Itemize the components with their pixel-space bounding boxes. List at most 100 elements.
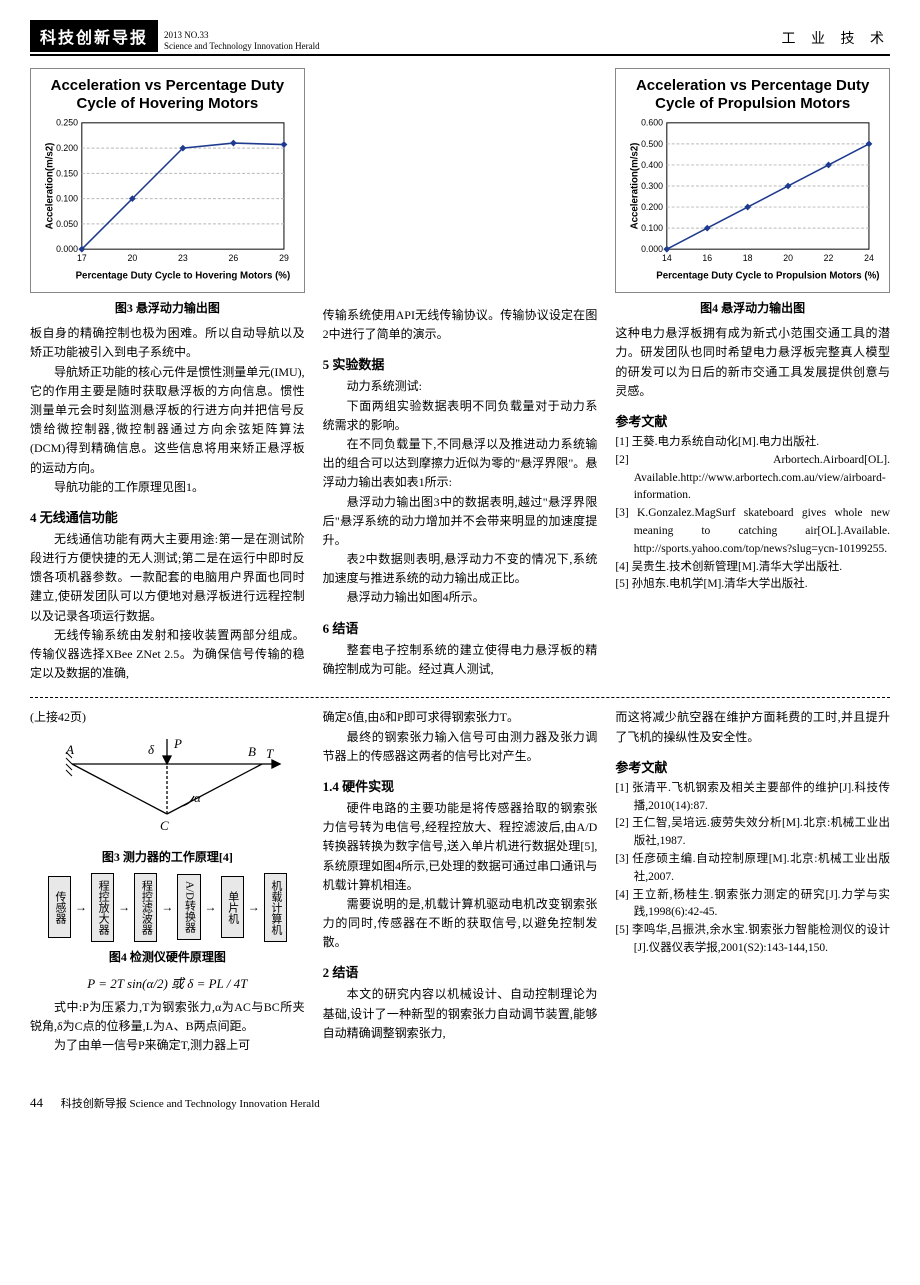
column-3: Acceleration vs Percentage Duty Cycle of… xyxy=(615,68,890,683)
sec-2-heading: 2 结语 xyxy=(323,962,598,981)
svg-text:0.050: 0.050 xyxy=(56,219,78,229)
equation: P = 2T sin(α/2) 或 δ = PL / 4T xyxy=(30,973,305,992)
flow-box: 单片机 xyxy=(221,876,244,938)
arrow-icon: → xyxy=(118,900,130,915)
svg-text:0.100: 0.100 xyxy=(56,194,78,204)
column-2: 传输系统使用API无线传输协议。传输协议设定在图2中进行了简单的演示。 5 实验… xyxy=(323,68,598,683)
arrow-icon: → xyxy=(75,900,87,915)
chart-hover-svg: 0.0000.0500.1000.1500.2000.2501720232629… xyxy=(41,117,294,282)
c1-p1: 板自身的精确控制也极为困难。所以自动导航以及矫正功能被引入到电子系统中。 xyxy=(30,324,305,362)
svg-text:23: 23 xyxy=(178,253,188,263)
sec-1-4-heading: 1.4 硬件实现 xyxy=(323,776,598,795)
reference-item: [1] 王葵.电力系统自动化[M].电力出版社. xyxy=(615,434,890,452)
svg-text:T: T xyxy=(266,746,274,761)
c1-p4: 无线通信功能有两大主要用途:第一是在测试阶段进行方便快捷的无人测试;第二是在运行… xyxy=(30,530,305,626)
arrow-icon: → xyxy=(161,900,173,915)
c3-p1: 这种电力悬浮板拥有成为新式小范围交通工具的潜力。研发团队也同时希望电力悬浮板完整… xyxy=(615,324,890,401)
reference-item: [3] 任彦硕主编.自动控制原理[M].北京:机械工业出版社,2007. xyxy=(615,851,890,887)
svg-text:29: 29 xyxy=(279,253,289,263)
publication-issue: 2013 NO.33 Science and Technology Innova… xyxy=(164,30,320,52)
section-category: 工 业 技 术 xyxy=(782,28,891,52)
lc3-p1: 而这将减少航空器在维护方面耗费的工时,并且提升了飞机的操纵性及安全性。 xyxy=(615,708,890,746)
section-divider xyxy=(30,697,890,698)
refs-heading-2: 参考文献 xyxy=(615,757,890,776)
c2-p5: 悬浮动力输出图3中的数据表明,越过"悬浮界限后"悬浮系统的动力增加并不会带来明显… xyxy=(323,493,598,551)
lc2-p5: 本文的研究内容以机械设计、自动控制理论为基础,设计了一种新型的钢索张力自动调节装… xyxy=(323,985,598,1043)
c2-p4: 在不同负载量下,不同悬浮以及推进动力系统输出的组合可以达到摩擦力近似为零的"悬浮… xyxy=(323,435,598,493)
sec-6-heading: 6 结语 xyxy=(323,618,598,637)
svg-text:0.300: 0.300 xyxy=(641,181,663,191)
svg-text:Acceleration(m/s2): Acceleration(m/s2) xyxy=(630,143,641,230)
column-1: Acceleration vs Percentage Duty Cycle of… xyxy=(30,68,305,683)
svg-text:0.500: 0.500 xyxy=(641,139,663,149)
flow-box: 程控滤波器 xyxy=(134,873,157,942)
chart-hover-title: Acceleration vs Percentage Duty Cycle of… xyxy=(41,77,294,113)
chart-propulsion: Acceleration vs Percentage Duty Cycle of… xyxy=(615,68,890,293)
reference-item: [3] K.Gonzalez.MagSurf skateboard gives … xyxy=(615,505,890,558)
publication-badge: 科技创新导报 xyxy=(30,20,158,52)
svg-text:Acceleration(m/s2): Acceleration(m/s2) xyxy=(45,143,56,230)
svg-text:Percentage Duty Cycle to Propu: Percentage Duty Cycle to Propulsion Moto… xyxy=(657,270,879,281)
c2-p7: 悬浮动力输出如图4所示。 xyxy=(323,588,598,607)
svg-text:17: 17 xyxy=(77,253,87,263)
lower-fig3-caption: 图3 测力器的工作原理[4] xyxy=(30,848,305,865)
lc2-p4: 需要说明的是,机载计算机驱动电机改变钢索张力的同时,传感器在不断的获取信号,以避… xyxy=(323,895,598,953)
reference-item: [2] 王仁智,吴培远.疲劳失效分析[M].北京:机械工业出版社,1987. xyxy=(615,815,890,851)
sec-5-heading: 5 实验数据 xyxy=(323,354,598,373)
svg-text:18: 18 xyxy=(743,253,753,263)
reference-item: [1] 张清平.飞机钢索及相关主要部件的维护[J].科技传播,2010(14):… xyxy=(615,780,890,816)
continued-marker: (上接42页) xyxy=(30,708,305,727)
svg-text:22: 22 xyxy=(824,253,834,263)
chart-hovering: Acceleration vs Percentage Duty Cycle of… xyxy=(30,68,305,293)
svg-text:δ: δ xyxy=(148,742,155,757)
c2-p6: 表2中数据则表明,悬浮动力不变的情况下,系统加速度与推进系统的动力输出成正比。 xyxy=(323,550,598,588)
c1-p3: 导航功能的工作原理见图1。 xyxy=(30,478,305,497)
lower-fig4-caption: 图4 检测仪硬件原理图 xyxy=(30,948,305,965)
svg-text:P: P xyxy=(173,736,182,751)
page-footer: 44 科技创新导报 Science and Technology Innovat… xyxy=(30,1095,890,1111)
fig4-flow-diagram: 传感器→程控放大器→程控滤波器→A/D转换器→单片机→机载计算机 xyxy=(30,873,305,942)
arrow-icon: → xyxy=(248,900,260,915)
lower-col-2: 确定δ值,由δ和P即可求得钢索张力T。 最终的钢索张力输入信号可由测力器及张力调… xyxy=(323,708,598,1055)
page-number: 44 xyxy=(30,1095,58,1111)
reference-item: [2] Arbortech.Airboard[OL]. Available.ht… xyxy=(615,452,890,505)
lower-pA: 式中:P为压紧力,T为钢索张力,α为AC与BC所夹锐角,δ为C点的位移量,L为A… xyxy=(30,998,305,1036)
svg-text:0.400: 0.400 xyxy=(641,160,663,170)
flow-box: 程控放大器 xyxy=(91,873,114,942)
arrow-icon: → xyxy=(205,900,217,915)
references-list-1: [1] 王葵.电力系统自动化[M].电力出版社.[2] Arbortech.Ai… xyxy=(615,434,890,594)
svg-text:24: 24 xyxy=(864,253,874,263)
sec-4-heading: 4 无线通信功能 xyxy=(30,507,305,526)
fig4-caption: 图4 悬浮动力输出图 xyxy=(615,299,890,316)
svg-text:0.250: 0.250 xyxy=(56,118,78,128)
svg-text:0.000: 0.000 xyxy=(641,244,663,254)
svg-text:0.200: 0.200 xyxy=(56,143,78,153)
page-header: 科技创新导报 2013 NO.33 Science and Technology… xyxy=(30,20,890,56)
svg-text:14: 14 xyxy=(662,253,672,263)
svg-text:0.000: 0.000 xyxy=(56,244,78,254)
c1-p2: 导航矫正功能的核心元件是惯性测量单元(IMU),它的作用主要是随时获取悬浮板的方… xyxy=(30,363,305,478)
lower-col-3: 而这将减少航空器在维护方面耗费的工时,并且提升了飞机的操纵性及安全性。 参考文献… xyxy=(615,708,890,1055)
c1-p5: 无线传输系统由发射和接收装置两部分组成。传输仪器选择XBee ZNet 2.5。… xyxy=(30,626,305,684)
svg-text:B: B xyxy=(248,744,256,759)
reference-item: [4] 王立新,杨桂生.钢索张力测定的研究[J].力学与实践,1998(6):4… xyxy=(615,887,890,923)
chart-prop-title: Acceleration vs Percentage Duty Cycle of… xyxy=(626,77,879,113)
svg-text:20: 20 xyxy=(784,253,794,263)
svg-text:26: 26 xyxy=(229,253,239,263)
fig3-diagram: A B C P T δ α xyxy=(52,734,282,844)
lower-col-1: (上接42页) xyxy=(30,708,305,1055)
flow-box: 机载计算机 xyxy=(264,873,287,942)
svg-text:A: A xyxy=(65,742,74,757)
fig3-caption: 图3 悬浮动力输出图 xyxy=(30,299,305,316)
svg-text:16: 16 xyxy=(703,253,713,263)
svg-text:C: C xyxy=(160,818,169,833)
footer-text: 科技创新导报 Science and Technology Innovation… xyxy=(61,1098,320,1110)
svg-text:Percentage Duty Cycle to Hover: Percentage Duty Cycle to Hovering Motors… xyxy=(76,270,291,281)
reference-item: [5] 孙旭东.电机学[M].清华大学出版社. xyxy=(615,576,890,594)
refs-heading-1: 参考文献 xyxy=(615,411,890,430)
svg-text:20: 20 xyxy=(127,253,137,263)
reference-item: [5] 李鸣华,吕振洪,余水宝.钢索张力智能检测仪的设计[J].仪器仪表学报,2… xyxy=(615,922,890,958)
c2-p8: 整套电子控制系统的建立使得电力悬浮板的精确控制成为可能。经过真人测试, xyxy=(323,641,598,679)
c2-p2: 动力系统测试: xyxy=(323,377,598,396)
svg-text:0.100: 0.100 xyxy=(641,223,663,233)
